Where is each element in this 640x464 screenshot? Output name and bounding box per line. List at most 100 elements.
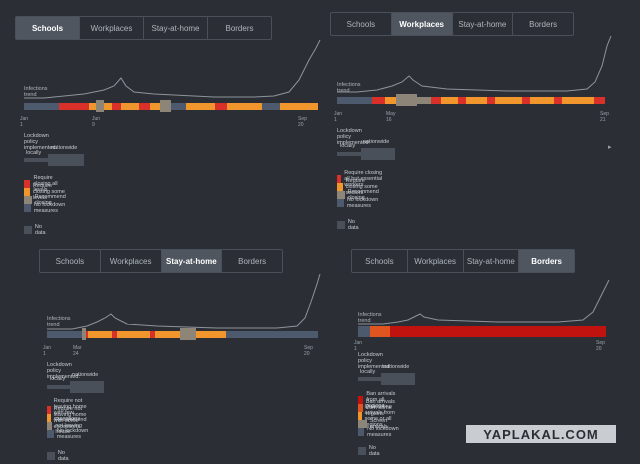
- date-start: Jan 1: [354, 340, 363, 352]
- locally-nationwide-toggle[interactable]: [381, 373, 415, 385]
- legend-swatch: [358, 412, 362, 420]
- legend-swatch: [47, 406, 51, 414]
- tab-borders[interactable]: Borders: [519, 250, 574, 272]
- no-data-swatch: [358, 447, 366, 455]
- trend-label: Infections trend: [47, 316, 71, 328]
- legend-label: No lockdown measures: [33, 202, 66, 214]
- tab-workplaces[interactable]: Workplaces: [391, 13, 453, 35]
- legend-swatch: [47, 430, 54, 438]
- no-data-label: No data: [368, 445, 380, 457]
- tab-borders[interactable]: Borders: [225, 23, 254, 33]
- policy-tabs: Schools Workplaces Stay-at-home Borders: [15, 16, 272, 40]
- legend-item: Ban arrivals from some regions: [358, 399, 399, 417]
- legend-item: Recommend closing: [24, 194, 69, 206]
- toggle-nationwide-label: nationwide: [383, 364, 410, 370]
- no-data-swatch: [337, 221, 345, 229]
- legend-swatch: [337, 191, 345, 199]
- no-data-swatch: [24, 226, 32, 234]
- legend-label: No lockdown measures: [56, 428, 89, 440]
- toggle-locally-label: locally: [360, 369, 376, 375]
- policy-title: Lockdown policy implemented:: [24, 133, 58, 151]
- legend-label: Require closing some sectors: [345, 178, 378, 196]
- no-data-legend: No data: [47, 450, 72, 462]
- locally-nationwide-toggle[interactable]: [337, 152, 361, 156]
- trend-label: Infections trend: [337, 82, 361, 94]
- legend-label: Screen arrivals: [369, 418, 388, 430]
- policy-timeline-bar[interactable]: [24, 103, 318, 110]
- trend-label: Infections trend: [24, 86, 48, 98]
- chevron-right-icon[interactable]: ▸: [608, 144, 612, 151]
- tab-borders[interactable]: Borders: [529, 19, 558, 29]
- no-data-legend: No data: [24, 224, 49, 236]
- tab-schools[interactable]: Schools: [16, 17, 80, 39]
- tab-workplaces[interactable]: Workplaces: [101, 250, 162, 272]
- no-data-label: No data: [57, 450, 69, 462]
- legend-swatch: [337, 175, 342, 183]
- tab-schools[interactable]: Schools: [331, 13, 392, 35]
- policy-timeline-bar[interactable]: [337, 97, 605, 104]
- locally-nationwide-toggle[interactable]: [48, 154, 84, 166]
- locally-nationwide-toggle[interactable]: [47, 385, 70, 389]
- legend-swatch: [358, 396, 364, 404]
- policy-timeline-bar[interactable]: [358, 326, 606, 337]
- infections-trend-line: [337, 36, 612, 93]
- legend-item: Require not leaving home with some excep…: [47, 406, 92, 430]
- locally-nationwide-toggle[interactable]: [361, 148, 395, 160]
- policy-title: Lockdown policy implemented:: [358, 352, 392, 370]
- toggle-locally-label: locally: [26, 150, 42, 156]
- legend-swatch: [24, 188, 30, 196]
- date-mid: May 16: [386, 111, 396, 123]
- legend-label: Quarantine arrivals from some or all reg…: [364, 404, 395, 428]
- toggle-nationwide-label: nationwide: [51, 145, 78, 151]
- legend-item: Require not leaving home with few except…: [47, 398, 92, 422]
- tab-stay-at-home[interactable]: Stay-at-home: [161, 250, 223, 272]
- tab-borders[interactable]: Borders: [238, 256, 267, 266]
- legend-item: No lockdown measures: [337, 197, 382, 209]
- infections-trend-line: [358, 280, 610, 325]
- legend-label: Recommend closing: [347, 189, 379, 201]
- legend-label: No lockdown measures: [346, 197, 379, 209]
- trend-label: Infections trend: [358, 312, 382, 324]
- legend-swatch: [24, 204, 31, 212]
- legend-label: Ban arrivals from some regions: [365, 399, 395, 417]
- legend-label: Recommend not leaving house: [55, 417, 87, 435]
- tab-stay-at-home[interactable]: Stay-at-home: [464, 250, 520, 272]
- tab-workplaces[interactable]: Workplaces: [80, 17, 144, 39]
- legend: Require closing all but essential worker…: [337, 170, 382, 209]
- recommend-marker: [82, 328, 86, 340]
- legend: Require not leaving home with few except…: [47, 398, 92, 440]
- legend-item: Ban arrivals from all regions: [358, 391, 399, 409]
- date-end: Sep 20: [596, 340, 605, 352]
- no-data-label: No data: [347, 219, 359, 231]
- locally-nationwide-toggle[interactable]: [358, 377, 381, 381]
- legend: Require closing all levels Require closi…: [24, 175, 69, 214]
- legend-item: Require closing some levels: [24, 183, 69, 201]
- date-end: Sep 20: [304, 345, 313, 357]
- date-start: Jan 1: [43, 345, 52, 357]
- infections-trend-line: [47, 274, 321, 330]
- tab-workplaces[interactable]: Workplaces: [408, 250, 464, 272]
- legend-swatch: [24, 180, 31, 188]
- legend-swatch: [337, 183, 343, 191]
- tab-stay-at-home[interactable]: Stay-at-home: [453, 13, 514, 35]
- legend-item: Require closing all but essential worker…: [337, 170, 382, 188]
- legend-item: No lockdown measures: [47, 428, 92, 440]
- legend-item: Require closing some sectors: [337, 178, 382, 196]
- legend-label: Require not leaving home with some excep…: [53, 406, 87, 430]
- tab-schools[interactable]: Schools: [40, 250, 101, 272]
- locally-nationwide-toggle[interactable]: [24, 158, 48, 162]
- no-data-label: No data: [34, 224, 46, 236]
- date-mid: Mar 24: [73, 345, 82, 357]
- legend-label: Ban arrivals from all regions: [366, 391, 396, 409]
- policy-tabs: Schools Workplaces Stay-at-home Borders: [39, 249, 283, 273]
- tab-schools[interactable]: Schools: [352, 250, 408, 272]
- recommend-marker: [396, 94, 417, 106]
- policy-tabs: Schools Workplaces Stay-at-home Borders: [351, 249, 575, 273]
- legend: Ban arrivals from all regions Ban arriva…: [358, 391, 399, 438]
- recommend-marker: [96, 100, 104, 112]
- legend-item: Screen arrivals: [358, 418, 399, 430]
- locally-nationwide-toggle[interactable]: [70, 381, 104, 393]
- tab-stay-at-home[interactable]: Stay-at-home: [144, 17, 208, 39]
- legend-label: Recommend closing: [34, 194, 66, 206]
- date-end: Sep 21: [600, 111, 609, 123]
